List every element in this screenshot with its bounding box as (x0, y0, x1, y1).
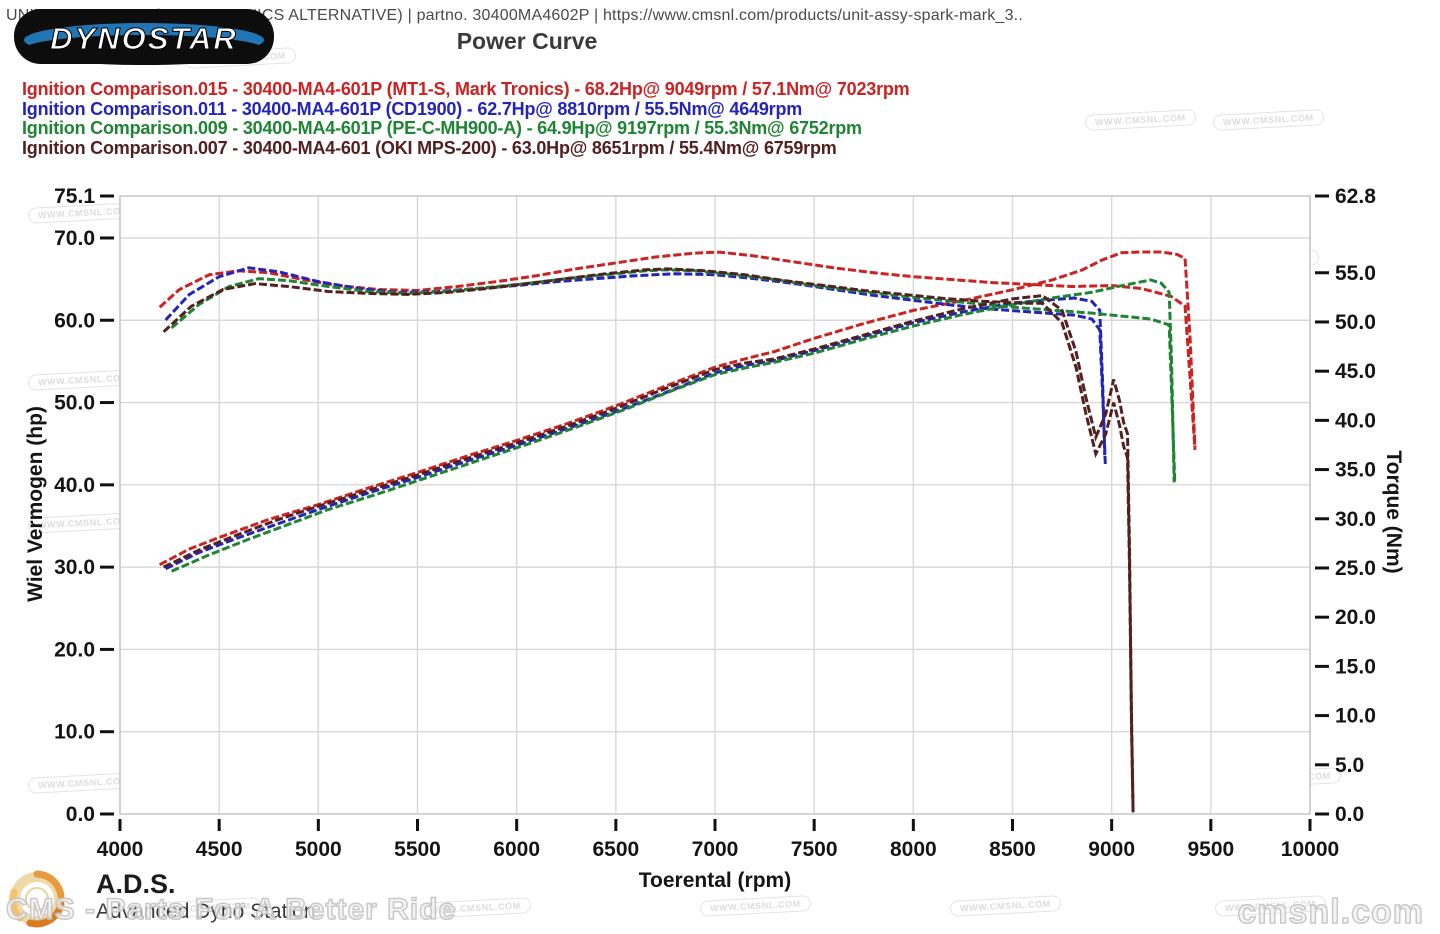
tick-label-left: 40.0 (54, 474, 95, 497)
chart-title: Power Curve (456, 28, 598, 54)
tick-label-bottom: 7500 (791, 838, 838, 861)
power-curve-3 (162, 294, 1135, 813)
tick-label-right: 10.0 (1335, 705, 1376, 728)
tick-label-left: 20.0 (54, 638, 95, 661)
tick-label-left: 0.0 (66, 803, 95, 826)
legend-item-0: Ignition Comparison.015 - 30400-MA4-601P… (22, 79, 910, 99)
tick-label-bottom: 9000 (1088, 838, 1135, 861)
logo-wordmark: DYNOSTAR (50, 21, 238, 56)
torque-curve-1 (164, 266, 1107, 465)
tick-label-bottom: 9500 (1187, 838, 1234, 861)
tick-label-right: 15.0 (1335, 655, 1376, 678)
y-axis-title-right: Torque (Nm) (1382, 450, 1405, 574)
tick-label-left: 70.0 (54, 227, 95, 250)
tick-label-right: 35.0 (1335, 459, 1376, 482)
tick-label-left: 60.0 (54, 309, 95, 332)
ads-abbreviation: A.D.S. (96, 869, 176, 899)
tick-label-right: 62.8 (1335, 185, 1376, 208)
tick-label-bottom: 6500 (592, 838, 639, 861)
plot-border (119, 195, 1311, 815)
y-axis-title-left: Wiel Vermogen (hp) (24, 406, 47, 602)
tick-label-right: 5.0 (1335, 754, 1364, 777)
tick-label-left: 50.0 (54, 392, 95, 415)
tick-label-bottom: 4500 (196, 838, 243, 861)
watermark-pill: WWW.CMSNL.COM (1212, 109, 1325, 131)
tick-label-right: 20.0 (1335, 606, 1376, 629)
tick-label-bottom: 7000 (692, 838, 739, 861)
tick-label-right: 50.0 (1335, 311, 1376, 334)
torque-curve-3 (162, 267, 1135, 813)
watermark-pill: WWW.CMSNL.COM (1084, 109, 1197, 131)
cms-slogan-watermark: CMS - Parts For A Better Ride (5, 892, 457, 927)
legend: Ignition Comparison.015 - 30400-MA4-601P… (22, 79, 910, 158)
legend-item-3: Ignition Comparison.007 - 30400-MA4-601 … (22, 137, 837, 158)
tick-label-left: 30.0 (54, 556, 95, 579)
tick-label-right: 55.0 (1335, 262, 1376, 285)
ads-logo (9, 870, 65, 928)
tick-label-bottom: 4000 (97, 838, 144, 861)
x-axis-title: Toerental (rpm) (638, 869, 792, 892)
tick-label-right: 40.0 (1335, 409, 1376, 432)
tick-label-bottom: 5000 (295, 838, 342, 861)
tick-label-left: 10.0 (54, 721, 95, 744)
legend-item-2: Ignition Comparison.009 - 30400-MA4-601P… (22, 118, 862, 138)
watermark-pill: WWW.CMSNL.COM (949, 895, 1062, 917)
cmsnl-watermark: cmsnl.com (1237, 892, 1424, 932)
dynostar-logo: DYNOSTAR (14, 9, 274, 65)
power-curve-2 (170, 278, 1176, 573)
watermark-pill: WWW.CMSNL.COM (699, 895, 812, 917)
tick-label-left: 75.1 (54, 185, 95, 208)
tick-label-right: 45.0 (1335, 360, 1376, 383)
plot-curves (158, 250, 1197, 813)
torque-curve-2 (170, 268, 1177, 482)
power-curve-1 (164, 296, 1107, 571)
tick-label-right: 30.0 (1335, 508, 1376, 531)
legend-item-1: Ignition Comparison.011 - 30400-MA4-601P… (22, 98, 803, 119)
ads-full-name: Advanced Dyno Station (96, 900, 316, 923)
tick-label-bottom: 10000 (1281, 838, 1339, 861)
tick-label-right: 0.0 (1335, 803, 1364, 826)
tick-label-bottom: 8000 (890, 838, 937, 861)
tick-label-bottom: 8500 (989, 838, 1036, 861)
tick-label-right: 25.0 (1335, 557, 1376, 580)
tick-label-bottom: 6000 (493, 838, 540, 861)
tick-label-bottom: 5500 (394, 838, 441, 861)
power-curve-0 (158, 250, 1197, 566)
